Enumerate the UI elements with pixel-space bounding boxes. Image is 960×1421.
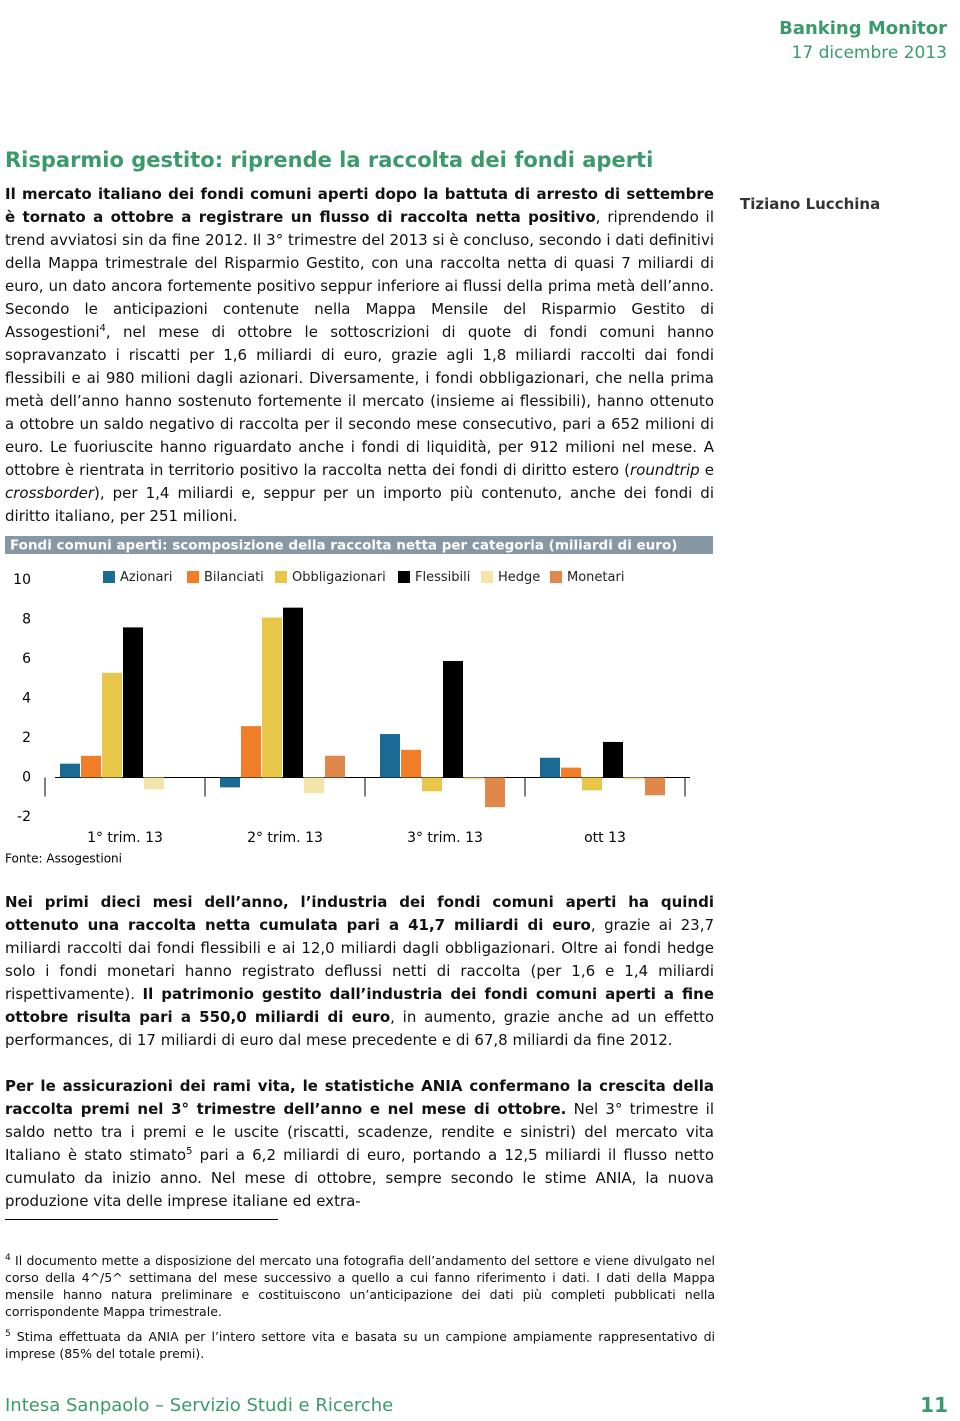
bar (380, 734, 400, 778)
x-tick-label: 1° trim. 13 (87, 830, 163, 846)
legend-label: Obbligazionari (292, 570, 386, 585)
source: Fonte: Assogestioni (5, 852, 122, 866)
paragraph: Per le assicurazioni dei rami vita, le s… (5, 1075, 714, 1213)
section-title: Risparmio gestito: riprende la raccolta … (5, 148, 654, 172)
bar (123, 627, 143, 778)
text-run: , grazie ai 23,7 miliardi raccolti dai f… (5, 916, 715, 1003)
legend-swatch (187, 571, 199, 583)
bar (645, 777, 665, 796)
x-tick-label: ott 13 (584, 830, 626, 846)
bar (325, 755, 345, 778)
text-run: , nel mese di ottobre le sottoscrizioni … (5, 323, 714, 479)
y-tick-label: 4 (22, 691, 31, 707)
y-tick-label: 6 (22, 651, 31, 667)
bar (262, 617, 282, 778)
page-number: 11 (920, 1393, 948, 1417)
bar (220, 777, 240, 788)
footer-text: Intesa Sanpaolo – Servizio Studi e Ricer… (5, 1395, 394, 1416)
text-run: , in aumento, grazie anche ad un effetto… (5, 1008, 715, 1049)
text-run: Nei primi dieci mesi dell’anno, l’indust… (5, 893, 714, 934)
y-tick-label: 10 (13, 572, 31, 588)
legend-swatch (398, 571, 410, 583)
footnote: 5 Stima effettuata da ANIA per l’intero … (5, 1328, 715, 1362)
footnote-text: Il documento mette a disposizione del me… (5, 1253, 715, 1319)
text-run: e (699, 461, 714, 479)
bar (603, 741, 623, 778)
bar (304, 777, 324, 794)
legend-label: Azionari (120, 570, 172, 585)
bar (401, 749, 421, 778)
bar (443, 660, 463, 778)
text-run: Nel 3° trimestre il saldo netto tra i pr… (5, 1100, 714, 1164)
chart: Fondi comuni aperti: scomposizione della… (5, 536, 713, 866)
footnote-ref: 4 (99, 323, 106, 334)
paragraph: Nei primi dieci mesi dell’anno, l’indust… (5, 891, 714, 1052)
text-run: Il patrimonio gestito dall’industria dei… (5, 985, 714, 1026)
legend-label: Hedge (498, 570, 540, 585)
legend-swatch (550, 571, 562, 583)
footnote-text: Stima effettuata da ANIA per l’intero se… (5, 1329, 715, 1361)
bar (144, 777, 164, 790)
legend-label: Bilanciati (204, 570, 264, 585)
y-tick-label: 8 (22, 612, 31, 628)
legend-swatch (103, 571, 115, 583)
text-run: crossborder (5, 484, 95, 502)
footnote: 4 Il documento mette a disposizione del … (5, 1252, 715, 1320)
bar (464, 777, 484, 780)
bar (283, 607, 303, 778)
text-run: Per le assicurazioni dei rami vita, le s… (5, 1077, 714, 1118)
bar (81, 755, 101, 778)
legend-label: Flessibili (415, 570, 470, 585)
bar (102, 672, 122, 778)
footnote-ref: 5 (186, 1146, 193, 1157)
y-tick-label: 2 (22, 730, 31, 746)
x-tick-label: 2° trim. 13 (247, 830, 323, 846)
author: Tiziano Lucchina (740, 195, 881, 213)
text-run: Il mercato italiano dei fondi comuni ape… (5, 185, 714, 226)
y-tick-label: -2 (17, 809, 31, 825)
text-run: ), per 1,4 miliardi e, seppur per un imp… (5, 484, 714, 525)
y-tick-label: 0 (22, 770, 31, 786)
footnote-mark: 5 (5, 1328, 11, 1339)
bar (561, 767, 581, 778)
text-run: roundtrip (630, 461, 700, 479)
bar (241, 726, 261, 778)
chart-title: Fondi comuni aperti: scomposizione della… (10, 538, 677, 554)
paragraph: Il mercato italiano dei fondi comuni ape… (5, 183, 714, 528)
bar (60, 763, 80, 778)
bar (485, 777, 505, 808)
legend-swatch (481, 571, 493, 583)
x-tick-label: 3° trim. 13 (407, 830, 483, 846)
footnote-rule (5, 1219, 278, 1220)
date: 17 dicembre 2013 (791, 43, 947, 63)
bar (582, 777, 602, 791)
bar (540, 757, 560, 778)
bar (422, 777, 442, 792)
legend-label: Monetari (567, 570, 624, 585)
brand: Banking Monitor (779, 18, 947, 39)
text-run: , riprendendo il trend avviatosi sin da … (5, 208, 715, 341)
footnote-mark: 4 (5, 1252, 11, 1263)
legend-swatch (275, 571, 287, 583)
bar (624, 777, 644, 780)
chart-title-bar (5, 536, 713, 554)
text-run: pari a 6,2 miliardi di euro, portando a … (5, 1146, 714, 1210)
